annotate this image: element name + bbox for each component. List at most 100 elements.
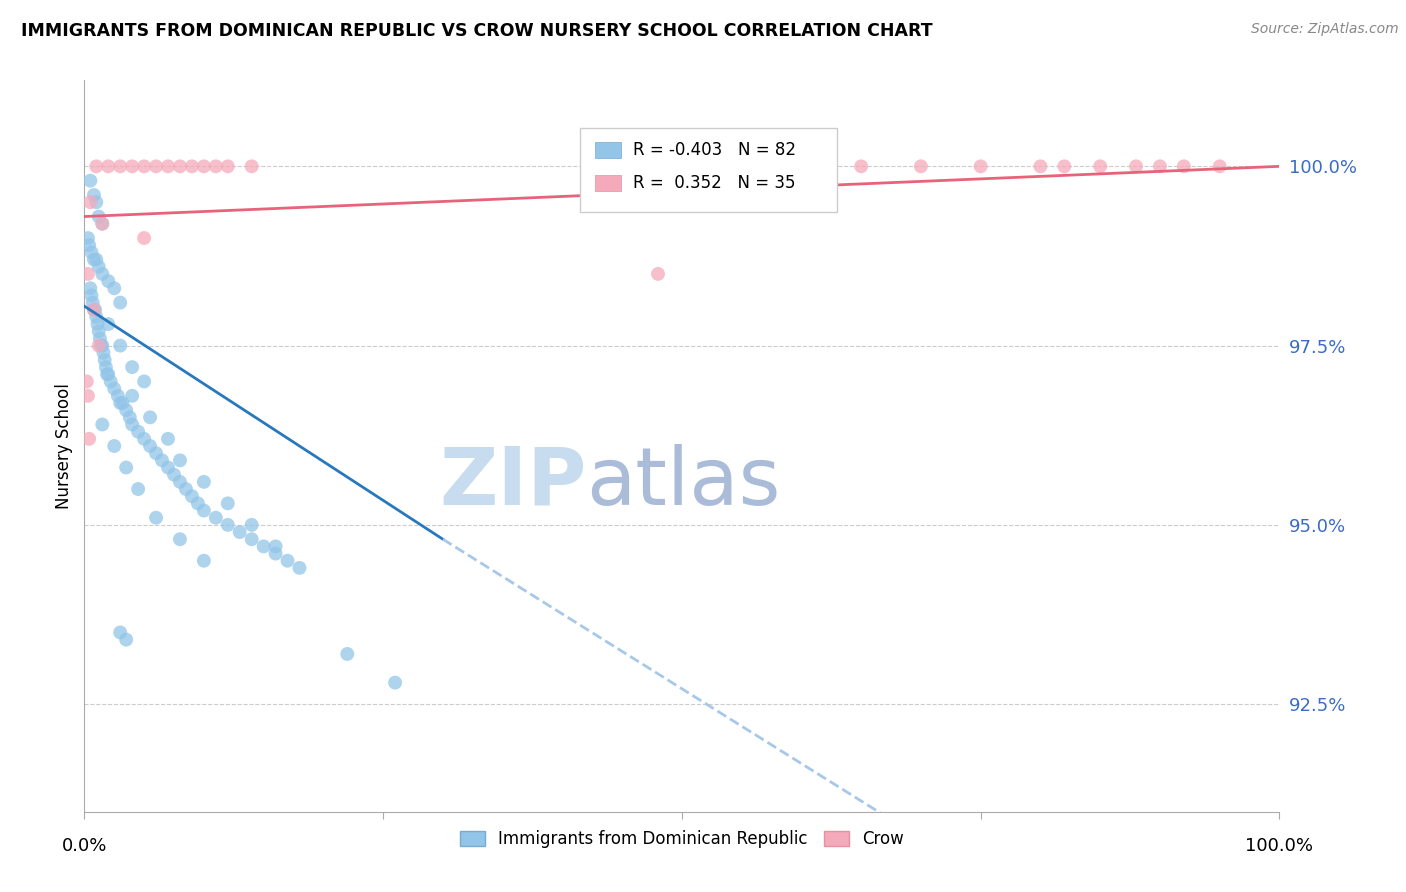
Point bbox=[121, 417, 143, 432]
Legend: Immigrants from Dominican Republic, Crow: Immigrants from Dominican Republic, Crow bbox=[453, 823, 911, 855]
Point bbox=[115, 460, 138, 475]
Point bbox=[110, 338, 132, 352]
Point bbox=[157, 460, 180, 475]
Point bbox=[127, 482, 149, 496]
Point bbox=[181, 489, 204, 503]
Point bbox=[205, 159, 228, 173]
Point bbox=[87, 210, 110, 224]
Point bbox=[277, 554, 299, 568]
Point bbox=[169, 475, 191, 489]
Point bbox=[86, 310, 108, 324]
Point bbox=[132, 375, 156, 389]
Point bbox=[107, 389, 129, 403]
Point bbox=[132, 159, 156, 173]
Point bbox=[647, 267, 669, 281]
Text: ZIP: ZIP bbox=[439, 443, 586, 522]
Point bbox=[121, 389, 143, 403]
Point bbox=[910, 159, 932, 173]
Point bbox=[110, 396, 132, 410]
Text: R = -0.403   N = 82: R = -0.403 N = 82 bbox=[633, 141, 796, 159]
Point bbox=[139, 439, 162, 453]
Point bbox=[157, 432, 180, 446]
Point bbox=[264, 547, 287, 561]
Point bbox=[240, 517, 263, 532]
Point bbox=[163, 467, 186, 482]
Point bbox=[229, 524, 252, 539]
Point bbox=[157, 159, 180, 173]
Point bbox=[100, 375, 122, 389]
Point bbox=[1053, 159, 1076, 173]
Point bbox=[217, 517, 239, 532]
Point bbox=[193, 503, 215, 517]
Point bbox=[91, 217, 114, 231]
Point bbox=[80, 245, 103, 260]
Point bbox=[111, 396, 134, 410]
Y-axis label: Nursery School: Nursery School bbox=[55, 383, 73, 509]
Point bbox=[79, 281, 101, 295]
Point bbox=[145, 159, 167, 173]
Point bbox=[127, 425, 149, 439]
Text: R =  0.352   N = 35: R = 0.352 N = 35 bbox=[633, 174, 796, 192]
Point bbox=[145, 510, 167, 524]
Point bbox=[851, 159, 873, 173]
Point bbox=[169, 453, 191, 467]
Point bbox=[970, 159, 993, 173]
Point bbox=[103, 439, 125, 453]
Point bbox=[150, 453, 173, 467]
Point bbox=[83, 252, 105, 267]
Point bbox=[97, 317, 120, 331]
Point bbox=[1125, 159, 1147, 173]
Point bbox=[174, 482, 197, 496]
Point bbox=[115, 403, 138, 417]
Point bbox=[205, 510, 228, 524]
Point bbox=[93, 353, 115, 368]
Point bbox=[77, 432, 100, 446]
Point bbox=[96, 368, 118, 382]
Point bbox=[103, 281, 125, 295]
Point bbox=[169, 159, 191, 173]
Point bbox=[731, 159, 754, 173]
Point bbox=[77, 267, 100, 281]
Point bbox=[240, 159, 263, 173]
Point bbox=[83, 302, 105, 317]
Point bbox=[110, 159, 132, 173]
Text: 100.0%: 100.0% bbox=[1246, 837, 1313, 855]
Point bbox=[93, 345, 115, 359]
Point bbox=[193, 159, 215, 173]
Point bbox=[264, 540, 287, 554]
Point bbox=[82, 295, 104, 310]
Point bbox=[1090, 159, 1112, 173]
FancyBboxPatch shape bbox=[595, 142, 621, 158]
Point bbox=[139, 410, 162, 425]
Text: 0.0%: 0.0% bbox=[62, 837, 107, 855]
Point bbox=[132, 432, 156, 446]
Point bbox=[1173, 159, 1195, 173]
Point bbox=[76, 375, 98, 389]
Point bbox=[86, 159, 108, 173]
Point bbox=[1029, 159, 1052, 173]
Point bbox=[80, 288, 103, 302]
Point bbox=[89, 331, 111, 345]
Point bbox=[90, 338, 112, 352]
Point bbox=[240, 533, 263, 547]
Point bbox=[91, 267, 114, 281]
Point bbox=[115, 632, 138, 647]
Point bbox=[86, 252, 108, 267]
Point bbox=[77, 231, 100, 245]
Point bbox=[91, 417, 114, 432]
Point bbox=[110, 625, 132, 640]
Point bbox=[83, 302, 105, 317]
Text: IMMIGRANTS FROM DOMINICAN REPUBLIC VS CROW NURSERY SCHOOL CORRELATION CHART: IMMIGRANTS FROM DOMINICAN REPUBLIC VS CR… bbox=[21, 22, 932, 40]
Point bbox=[97, 159, 120, 173]
Point bbox=[79, 174, 101, 188]
Point bbox=[87, 338, 110, 352]
Point bbox=[87, 260, 110, 274]
Point bbox=[79, 195, 101, 210]
Point bbox=[132, 231, 156, 245]
Point bbox=[118, 410, 141, 425]
Point bbox=[217, 496, 239, 510]
Point bbox=[169, 533, 191, 547]
Point bbox=[86, 317, 108, 331]
Point bbox=[97, 274, 120, 288]
Point bbox=[193, 554, 215, 568]
